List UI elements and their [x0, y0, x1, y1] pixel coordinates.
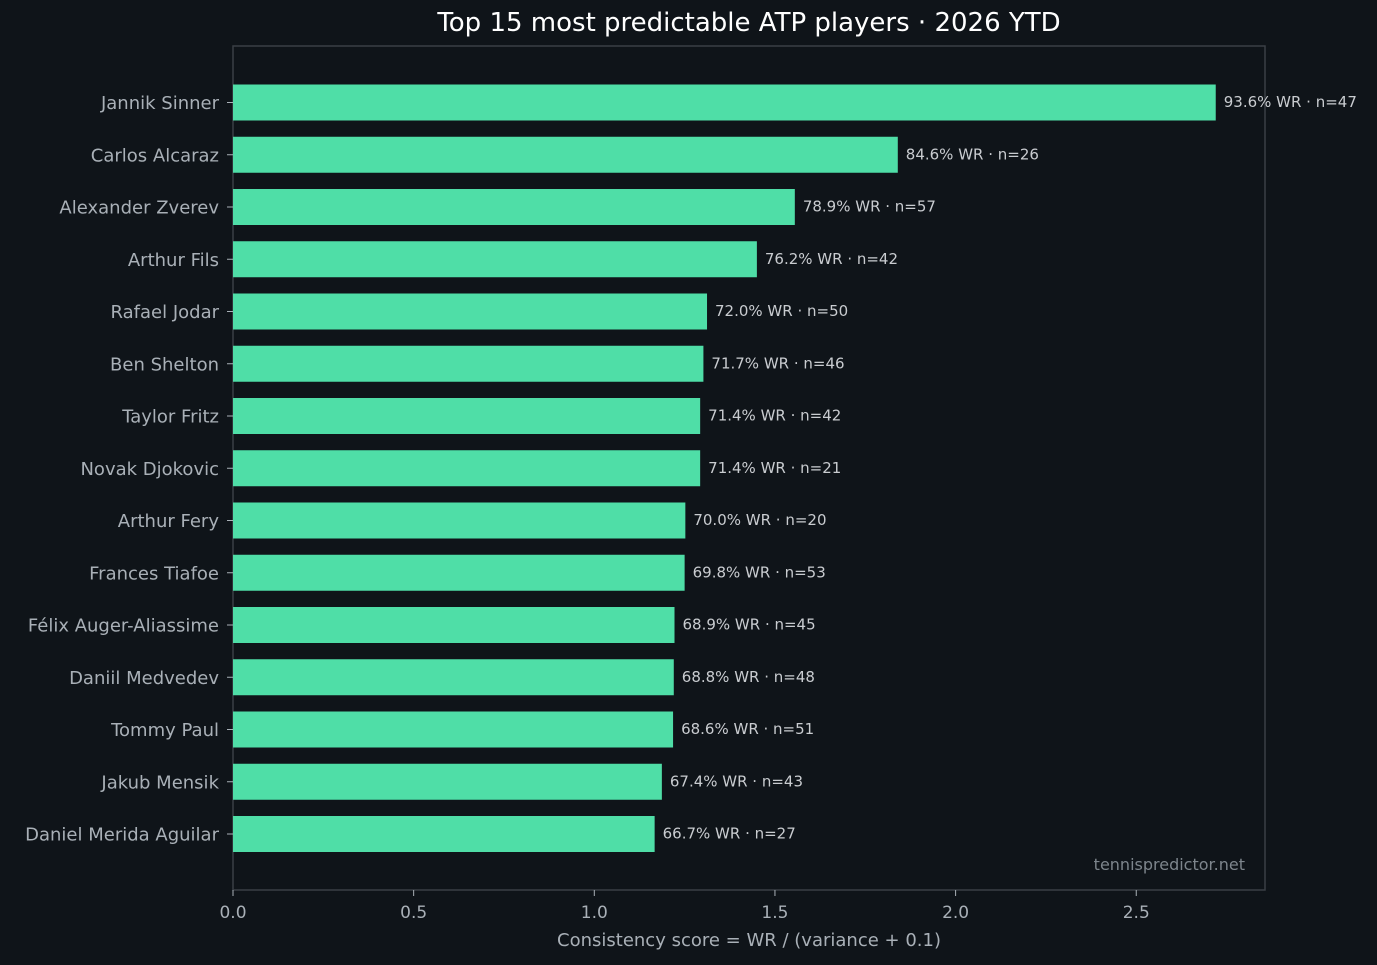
bar [233, 711, 674, 748]
data-label: 70.0% WR · n=20 [693, 511, 826, 529]
watermark: tennispredictor.net [1094, 855, 1245, 874]
data-label: 68.6% WR · n=51 [681, 720, 814, 738]
y-tick-label: Félix Auger-Aliassime [28, 616, 219, 637]
bar [233, 763, 662, 800]
bar [233, 398, 701, 434]
x-tick-label: 0.5 [400, 903, 427, 923]
y-tick-label: Daniil Medvedev [69, 668, 219, 689]
y-tick-label: Rafael Jodar [111, 302, 220, 323]
data-label: 71.7% WR · n=46 [711, 354, 844, 372]
x-axis-label: Consistency score = WR / (variance + 0.1… [557, 930, 941, 951]
bars-layer [233, 84, 1216, 852]
data-label: 67.4% WR · n=43 [670, 772, 803, 790]
x-tick-label: 0.0 [219, 903, 246, 923]
bar [233, 607, 675, 643]
y-tick-label: Carlos Alcaraz [91, 145, 219, 166]
y-tick-label: Tommy Paul [110, 720, 219, 741]
y-tick-label: Arthur Fils [128, 250, 219, 271]
y-tick-label: Taylor Fritz [121, 407, 219, 428]
x-tick-label: 2.0 [942, 903, 969, 923]
data-label: 76.2% WR · n=42 [765, 250, 898, 268]
data-label: 66.7% WR · n=27 [663, 825, 796, 843]
labels-layer: Jannik Sinner 93.6% WR · n=47 Carlos Alcar… [25, 93, 1357, 846]
data-label: 68.9% WR · n=45 [683, 616, 816, 634]
x-axis: 0.0 0.5 1.0 1.5 2.0 2.5 [219, 890, 1150, 923]
data-label: 71.4% WR · n=21 [708, 459, 841, 477]
bar [233, 659, 674, 696]
y-tick-label: Daniel Merida Aguilar [25, 825, 219, 846]
x-tick-label: 1.0 [581, 903, 608, 923]
bar [233, 816, 655, 852]
y-tick-label: Ben Shelton [110, 354, 219, 375]
y-tick-label: Alexander Zverev [59, 198, 219, 219]
x-tick-label: 1.5 [761, 903, 788, 923]
bar [233, 345, 704, 382]
data-label: 68.8% WR · n=48 [682, 668, 815, 686]
data-label: 72.0% WR · n=50 [715, 302, 848, 320]
bar [233, 241, 757, 278]
bar [233, 84, 1216, 121]
bar [233, 450, 701, 487]
bar [233, 502, 686, 539]
y-tick-label: Arthur Fery [118, 511, 220, 532]
x-tick-label: 2.5 [1123, 903, 1150, 923]
data-label: 71.4% WR · n=42 [708, 407, 841, 425]
bar [233, 554, 685, 591]
data-label: 69.8% WR · n=53 [693, 563, 826, 581]
y-tick-label: Novak Djokovic [80, 459, 219, 480]
data-label: 78.9% WR · n=57 [803, 198, 936, 216]
y-tick-label: Frances Tiafoe [89, 563, 219, 584]
chart-title: Top 15 most predictable ATP players · 20… [437, 8, 1061, 38]
y-tick-label: Jannik Sinner [100, 93, 220, 114]
y-tick-label: Jakub Mensik [100, 772, 219, 793]
data-label: 93.6% WR · n=47 [1224, 93, 1357, 111]
bar [233, 293, 708, 330]
bar [233, 189, 795, 225]
data-label: 84.6% WR · n=26 [906, 145, 1039, 163]
bar [233, 136, 898, 173]
